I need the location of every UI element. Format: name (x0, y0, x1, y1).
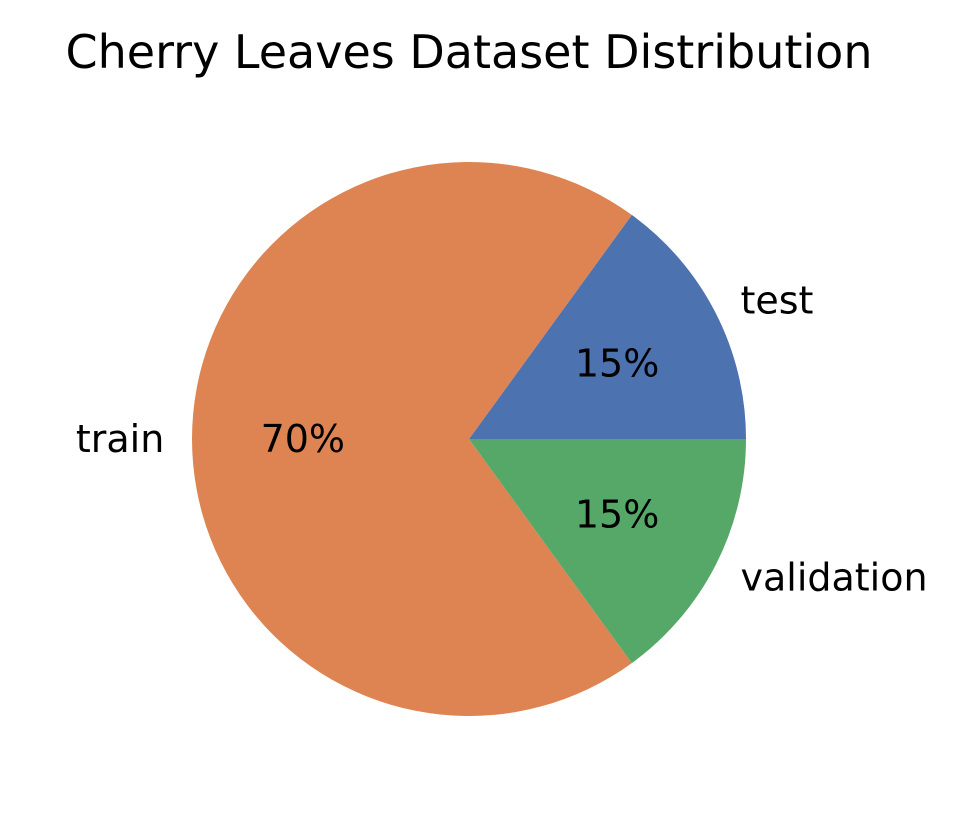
pie-slice-validation (469, 439, 746, 664)
pie-slice-test (469, 214, 746, 439)
pie-category-label-train: train (76, 417, 164, 461)
chart-title: Cherry Leaves Dataset Distribution (66, 25, 873, 79)
pie-slices (191, 162, 746, 716)
pie-percent-label-test: 15% (575, 342, 659, 386)
pie-percent-label-validation: 15% (575, 492, 659, 536)
pie-percent-label-train: 70% (261, 417, 345, 461)
pie-category-label-validation: validation (740, 555, 927, 599)
pie-labels: 15% test 70% train 15% validation (76, 279, 928, 600)
pie-category-label-test: test (740, 279, 813, 323)
pie-slice-train (191, 162, 632, 716)
